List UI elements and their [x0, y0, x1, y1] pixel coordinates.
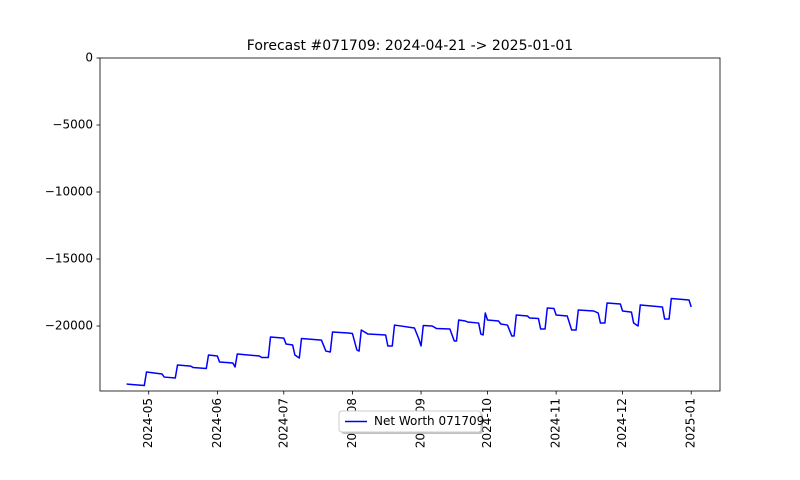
- x-tick-label: 2024-11: [549, 398, 563, 448]
- y-tick-label: −15000: [45, 252, 93, 266]
- chart-title: Forecast #071709: 2024-04-21 -> 2025-01-…: [247, 38, 573, 54]
- legend-label: Net Worth 071709: [374, 414, 484, 428]
- x-tick-label: 2024-10: [480, 398, 494, 448]
- x-tick-label: 2024-06: [210, 398, 224, 448]
- legend: Net Worth 071709: [338, 410, 484, 434]
- y-tick-label: 0: [85, 51, 93, 65]
- y-tick-label: −10000: [45, 185, 93, 199]
- x-tick-label: 2024-07: [276, 398, 290, 448]
- x-tick-label: 2024-05: [141, 398, 155, 448]
- x-tick-label: 2025-01: [684, 398, 698, 448]
- y-tick-label: −20000: [45, 319, 93, 333]
- line: [126, 297, 692, 387]
- x-tick-label: 2024-12: [615, 398, 629, 448]
- y-tick-label: −5000: [52, 118, 93, 132]
- legend-box: [338, 410, 482, 433]
- plot-frame: [99, 57, 721, 392]
